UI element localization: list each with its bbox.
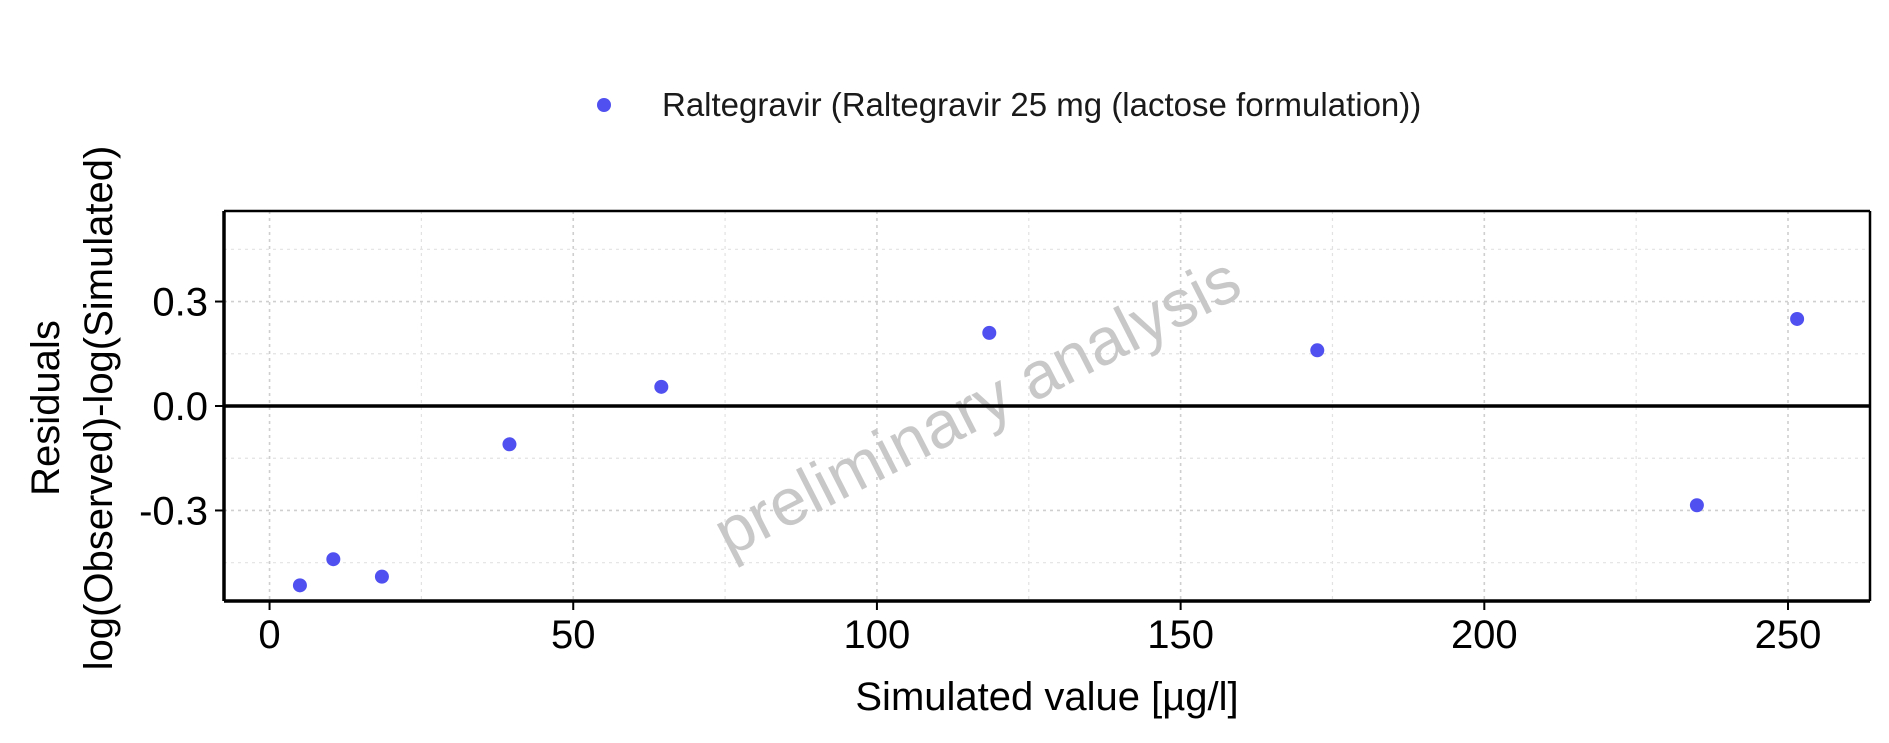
y-tick-label: 0.3 xyxy=(152,281,208,325)
data-point xyxy=(654,379,669,394)
data-point xyxy=(374,569,389,584)
legend: Raltegravir (Raltegravir 25 mg (lactose … xyxy=(597,86,1421,123)
data-point xyxy=(1689,498,1704,513)
data-points xyxy=(292,311,1805,593)
x-tick-label: 0 xyxy=(258,613,280,657)
y-axis-ticks: 0.3 0.0 -0.3 xyxy=(139,281,224,533)
legend-marker-raltegravir xyxy=(597,98,611,112)
y-axis-title-line-2: log(Observed)-log(Simulated) xyxy=(77,146,121,671)
data-point xyxy=(1310,343,1325,358)
x-tick-label: 250 xyxy=(1755,613,1822,657)
data-point xyxy=(982,325,997,340)
x-tick-label: 50 xyxy=(551,613,596,657)
legend-label-raltegravir: Raltegravir (Raltegravir 25 mg (lactose … xyxy=(662,86,1421,123)
x-axis-title: Simulated value [µg/l] xyxy=(855,675,1238,719)
data-point xyxy=(292,578,307,593)
x-tick-label: 100 xyxy=(844,613,911,657)
data-point xyxy=(326,552,341,567)
x-tick-label: 200 xyxy=(1451,613,1518,657)
y-tick-label: -0.3 xyxy=(139,489,208,533)
x-axis-ticks: 0 50 100 150 200 250 xyxy=(258,601,1821,657)
data-point xyxy=(1790,311,1805,326)
x-tick-label: 150 xyxy=(1147,613,1214,657)
y-tick-label: 0.0 xyxy=(152,385,208,429)
data-point xyxy=(502,437,517,452)
y-axis-title-line-1: Residuals xyxy=(24,320,68,496)
